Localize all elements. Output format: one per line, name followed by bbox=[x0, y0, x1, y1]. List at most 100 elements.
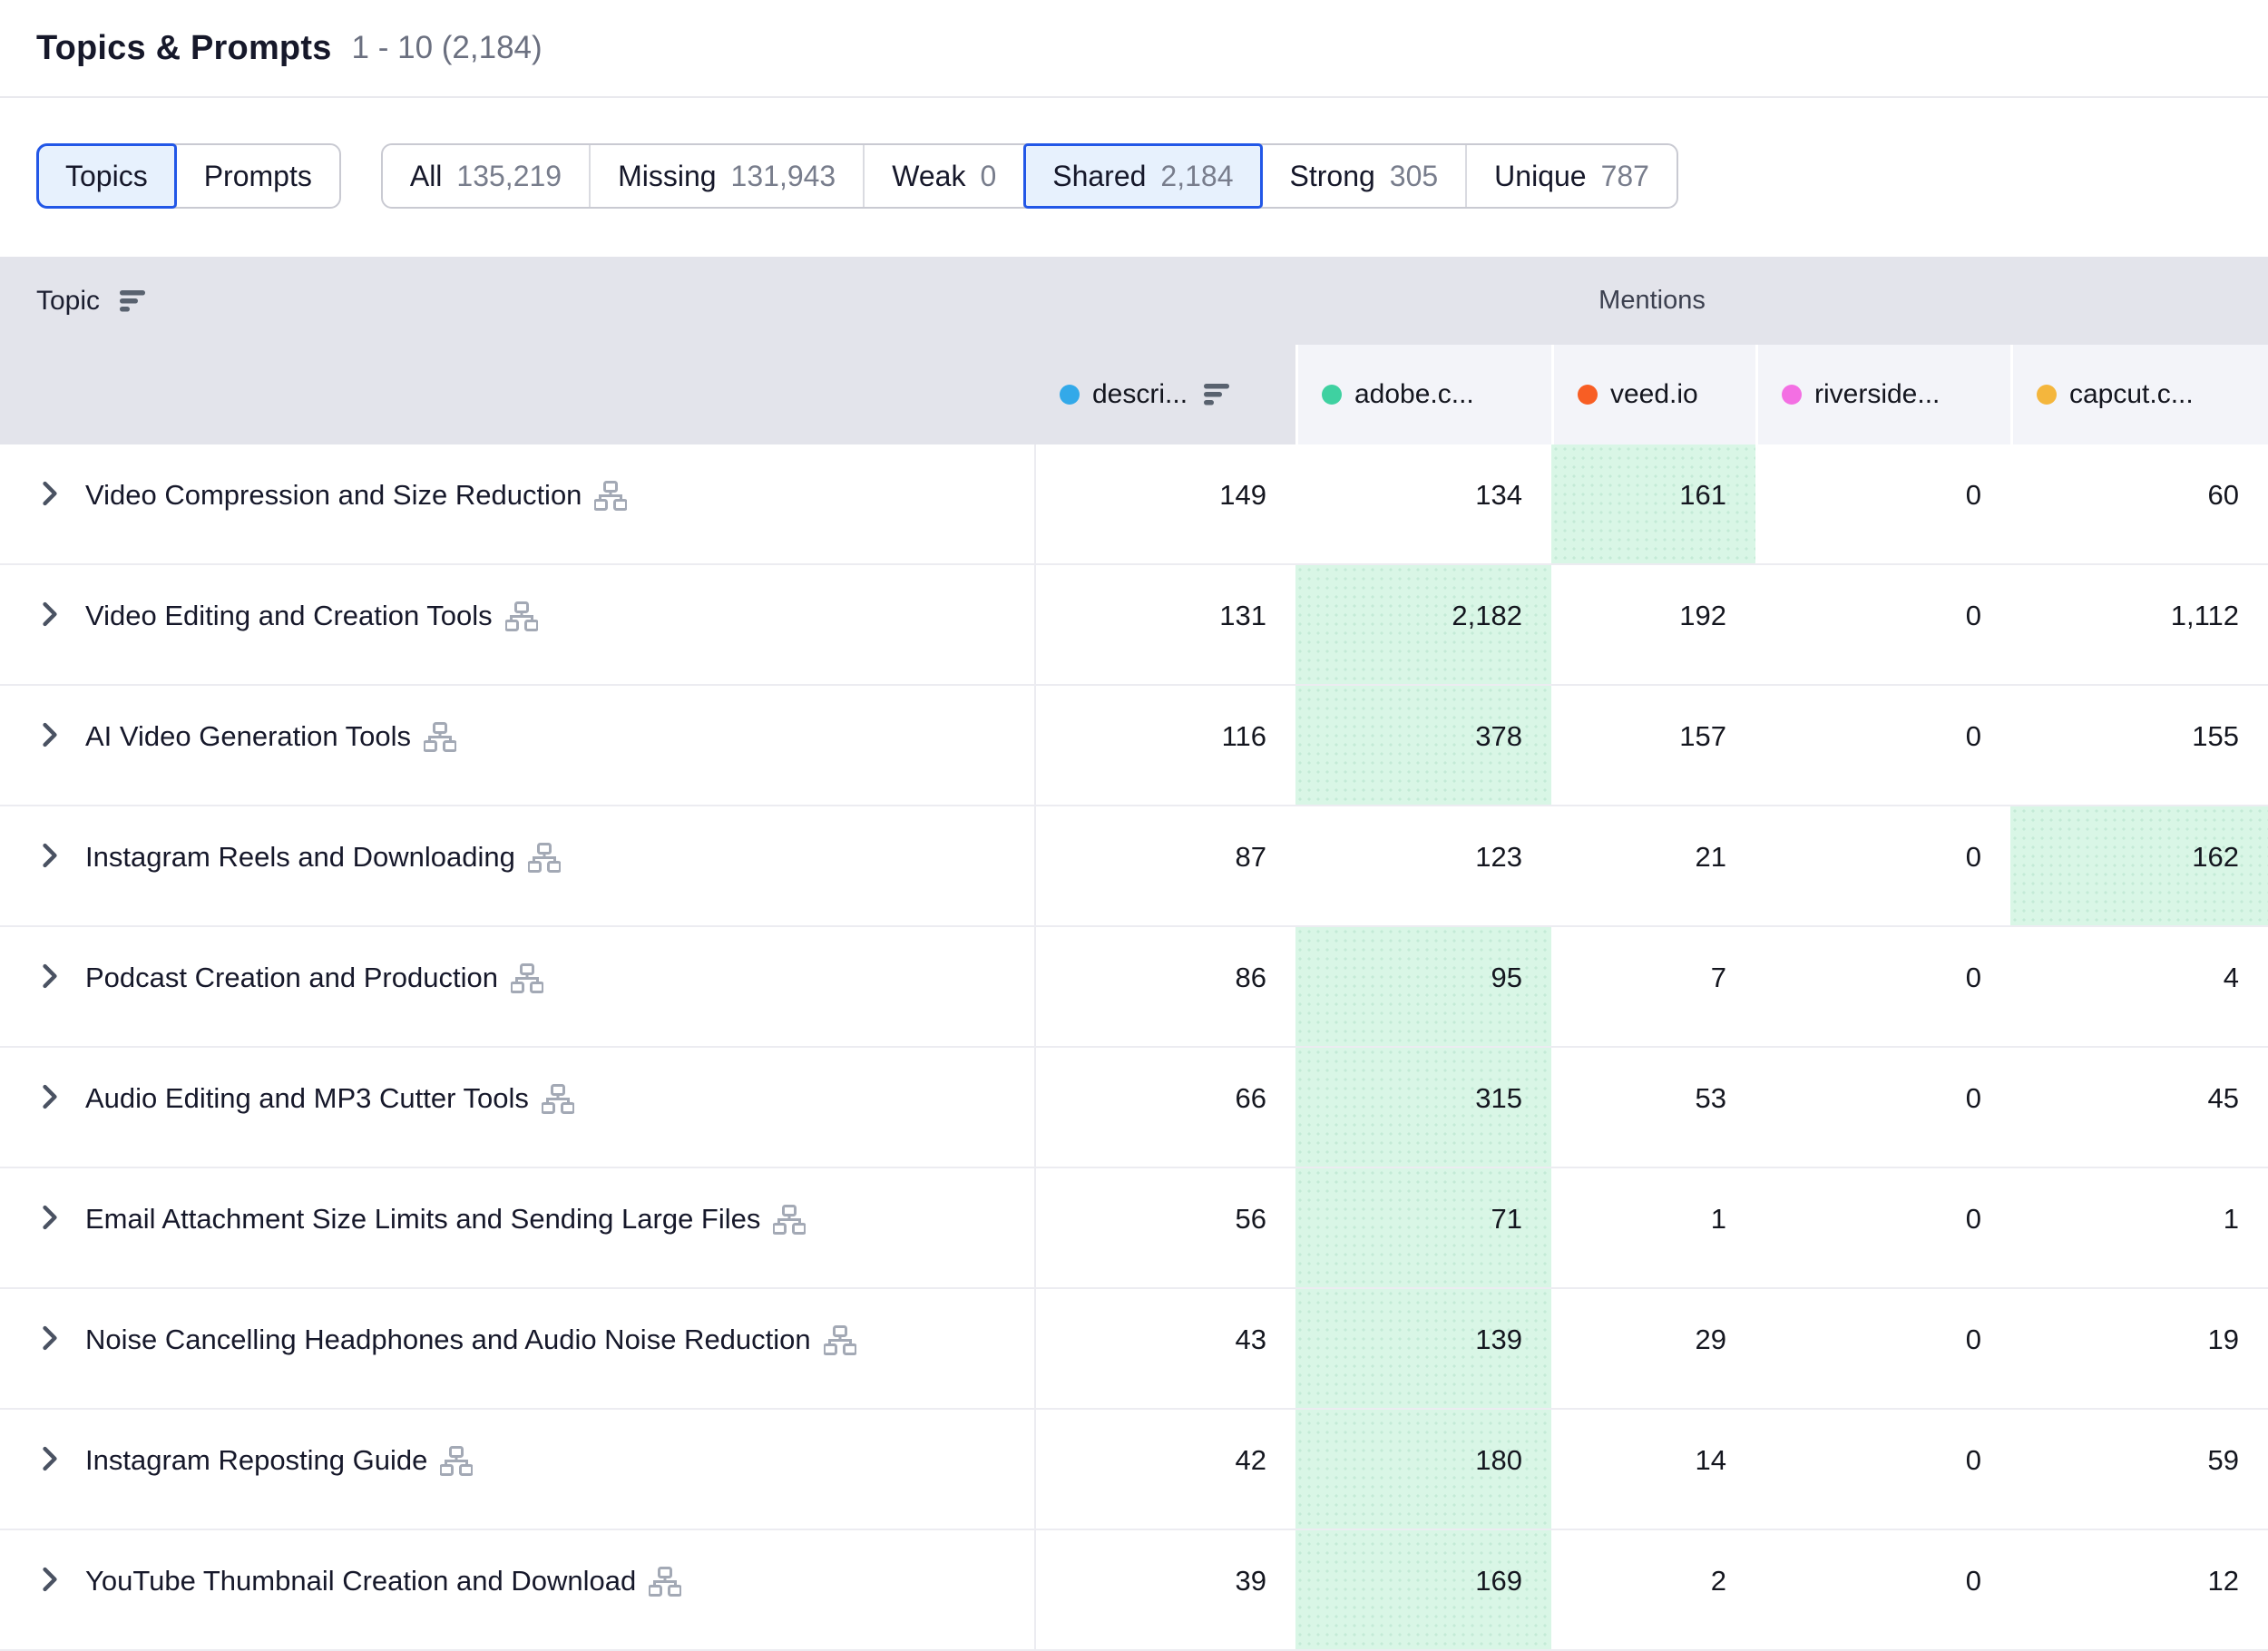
mention-count-cell: 0 bbox=[1965, 1324, 1981, 1355]
series-dot-icon bbox=[1060, 385, 1080, 405]
filter-segment[interactable]: Prompts bbox=[174, 145, 339, 207]
filter-segment[interactable]: Shared 2,184 bbox=[1023, 143, 1263, 209]
mention-count-cell: 0 bbox=[1965, 600, 1981, 631]
table-row[interactable]: AI Video Generation Tools 116 378 157 0 155 bbox=[0, 686, 2268, 806]
mention-count-cell: 162 bbox=[2010, 806, 2268, 925]
mention-count-cell: 29 bbox=[1695, 1324, 1726, 1355]
mention-column-header[interactable]: riverside... bbox=[1755, 345, 2010, 444]
mention-count-cell: 66 bbox=[1235, 1082, 1266, 1114]
table-header: Topic Mentions descri... adobe.c... veed… bbox=[0, 257, 2268, 444]
filter-segment[interactable]: All 135,219 bbox=[383, 145, 589, 207]
topic-label: Instagram Reposting Guide bbox=[85, 1444, 428, 1476]
page-header: Topics & Prompts 1 - 10 (2,184) bbox=[0, 0, 2268, 98]
mention-count-cell: 86 bbox=[1235, 962, 1266, 993]
mention-count-cell: 0 bbox=[1965, 479, 1981, 511]
mention-count-cell: 139 bbox=[1295, 1289, 1551, 1408]
filter-segment[interactable]: Missing 131,943 bbox=[589, 145, 863, 207]
mention-count-cell: 1 bbox=[2223, 1203, 2239, 1235]
filter-segment-label: Unique bbox=[1494, 159, 1587, 192]
count-filter-group: All 135,219 Missing 131,943 Weak 0 Share… bbox=[380, 143, 1678, 209]
mention-count-cell: 169 bbox=[1295, 1530, 1551, 1649]
filter-segment-count: 0 bbox=[980, 159, 997, 192]
mention-column-label: descri... bbox=[1092, 379, 1188, 409]
mention-count-cell: 0 bbox=[1965, 962, 1981, 993]
topic-header-label: Topic bbox=[36, 285, 101, 316]
pagination-range: 1 - 10 (2,184) bbox=[351, 30, 543, 65]
topic-cell: Email Attachment Size Limits and Sending… bbox=[0, 1168, 1036, 1287]
mention-column-header[interactable]: capcut.c... bbox=[2010, 345, 2268, 444]
series-dot-icon bbox=[1782, 385, 1802, 405]
table-row[interactable]: Audio Editing and MP3 Cutter Tools 66 315… bbox=[0, 1048, 2268, 1168]
sitemap-icon bbox=[540, 1084, 575, 1114]
mention-count-cell: 0 bbox=[1965, 720, 1981, 752]
chevron-right-icon[interactable] bbox=[40, 1083, 60, 1115]
table-row[interactable]: Instagram Reposting Guide 42 180 14 0 59 bbox=[0, 1410, 2268, 1530]
topic-cell: Noise Cancelling Headphones and Audio No… bbox=[0, 1289, 1036, 1408]
topic-cell: Video Editing and Creation Tools bbox=[0, 565, 1036, 684]
filter-segment[interactable]: Unique 787 bbox=[1465, 145, 1677, 207]
table-row[interactable]: Podcast Creation and Production 86 95 7 0 4 bbox=[0, 927, 2268, 1048]
series-dot-icon bbox=[1578, 385, 1598, 405]
mention-count-cell: 43 bbox=[1235, 1324, 1266, 1355]
mention-count-cell: 19 bbox=[2207, 1324, 2239, 1355]
table-row[interactable]: Noise Cancelling Headphones and Audio No… bbox=[0, 1289, 2268, 1410]
chevron-right-icon[interactable] bbox=[40, 480, 60, 512]
topic-cell: YouTube Thumbnail Creation and Download bbox=[0, 1530, 1036, 1649]
series-dot-icon bbox=[2037, 385, 2057, 405]
mention-column-header[interactable]: veed.io bbox=[1551, 345, 1755, 444]
mention-count-cell: 315 bbox=[1295, 1048, 1551, 1167]
mention-column-label: capcut.c... bbox=[2069, 379, 2194, 409]
topic-cell: Instagram Reposting Guide bbox=[0, 1410, 1036, 1529]
mention-column-header[interactable]: descri... bbox=[1036, 345, 1295, 444]
mentions-header-label: Mentions bbox=[1598, 286, 1706, 315]
filter-segment[interactable]: Strong 305 bbox=[1260, 145, 1466, 207]
series-dot-icon bbox=[1322, 385, 1342, 405]
table-row[interactable]: Video Compression and Size Reduction 149… bbox=[0, 444, 2268, 565]
chevron-right-icon[interactable] bbox=[40, 601, 60, 632]
chevron-right-icon[interactable] bbox=[40, 1324, 60, 1356]
topic-cell: Podcast Creation and Production bbox=[0, 927, 1036, 1046]
mention-count-cell: 60 bbox=[2207, 479, 2239, 511]
mention-column-label: veed.io bbox=[1610, 379, 1698, 409]
topic-column-header[interactable]: Topic bbox=[0, 286, 147, 317]
mention-column-header[interactable]: adobe.c... bbox=[1295, 345, 1551, 444]
mention-count-cell: 42 bbox=[1235, 1444, 1266, 1476]
topic-cell: Audio Editing and MP3 Cutter Tools bbox=[0, 1048, 1036, 1167]
table-row[interactable]: Email Attachment Size Limits and Sending… bbox=[0, 1168, 2268, 1289]
topic-cell: Instagram Reels and Downloading bbox=[0, 806, 1036, 925]
filter-segment[interactable]: Topics bbox=[36, 143, 177, 209]
chevron-right-icon[interactable] bbox=[40, 721, 60, 753]
sitemap-icon bbox=[526, 843, 562, 873]
mention-count-cell: 0 bbox=[1965, 1082, 1981, 1114]
mention-count-cell: 116 bbox=[1221, 720, 1266, 752]
mention-count-cell: 2,182 bbox=[1295, 565, 1551, 684]
topic-label: Noise Cancelling Headphones and Audio No… bbox=[85, 1324, 811, 1355]
filter-segment-count: 305 bbox=[1389, 159, 1439, 192]
topic-label: Email Attachment Size Limits and Sending… bbox=[85, 1203, 761, 1235]
chevron-right-icon[interactable] bbox=[40, 962, 60, 994]
table-body: Video Compression and Size Reduction 149… bbox=[0, 444, 2268, 1651]
mention-count-cell: 71 bbox=[1295, 1168, 1551, 1287]
table-row[interactable]: Instagram Reels and Downloading 87 123 21 0… bbox=[0, 806, 2268, 927]
topic-label: Instagram Reels and Downloading bbox=[85, 841, 515, 873]
sitemap-icon bbox=[509, 963, 544, 993]
chevron-right-icon[interactable] bbox=[40, 1566, 60, 1597]
mention-count-cell: 157 bbox=[1679, 720, 1726, 752]
mention-count-cell: 149 bbox=[1219, 479, 1266, 511]
mention-count-cell: 87 bbox=[1235, 841, 1266, 873]
table-header-top-row: Topic Mentions bbox=[0, 257, 2268, 345]
chevron-right-icon[interactable] bbox=[40, 1204, 60, 1236]
table-row[interactable]: YouTube Thumbnail Creation and Download … bbox=[0, 1530, 2268, 1651]
mention-column-label: riverside... bbox=[1814, 379, 1941, 409]
filter-segment-label: Topics bbox=[65, 159, 148, 192]
filter-segment[interactable]: Weak 0 bbox=[863, 145, 1023, 207]
table-header-columns-row: descri... adobe.c... veed.io riverside..… bbox=[0, 345, 2268, 444]
sitemap-icon bbox=[423, 722, 458, 752]
topic-label: Podcast Creation and Production bbox=[85, 962, 498, 993]
chevron-right-icon[interactable] bbox=[40, 842, 60, 874]
mention-count-cell: 161 bbox=[1551, 444, 1755, 563]
table-row[interactable]: Video Editing and Creation Tools 131 2,18… bbox=[0, 565, 2268, 686]
filter-bar: Topics Prompts All 135,219 Missing 131,9… bbox=[36, 143, 2268, 209]
chevron-right-icon[interactable] bbox=[40, 1445, 60, 1477]
filter-segment-label: Prompts bbox=[203, 159, 312, 192]
